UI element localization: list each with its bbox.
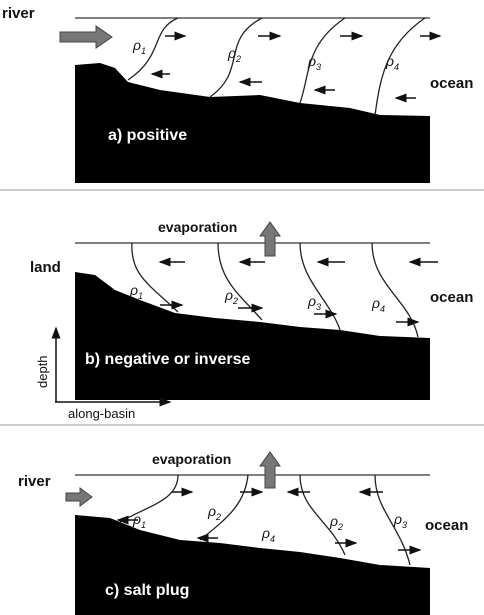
label-part: 4 <box>394 62 399 72</box>
label-part: 4 <box>270 534 275 544</box>
inflow-label: land <box>30 259 61 276</box>
river-arrow <box>60 26 112 48</box>
label-part: 3 <box>316 302 321 312</box>
label-part: ρ <box>307 293 316 309</box>
label-part: ρ <box>371 295 380 311</box>
label-part: 1 <box>138 291 143 301</box>
panel-c: evaporation river c) salt plug ocean ρ1 … <box>18 451 468 615</box>
top-label: evaporation <box>158 219 237 235</box>
density-label: ρ4 <box>385 53 399 72</box>
density-label: ρ2 <box>224 287 238 306</box>
density-label: ρ1 <box>132 37 146 56</box>
isopycnal <box>375 18 425 115</box>
axis-label: along-basin <box>68 406 135 421</box>
seabed <box>75 63 430 183</box>
isopycnal <box>120 475 178 522</box>
label-part: ρ <box>307 53 316 69</box>
evaporation-arrow <box>260 222 280 256</box>
label-part: ρ <box>129 282 138 298</box>
label-part: 2 <box>337 522 343 532</box>
caption: a) positive <box>108 127 187 144</box>
label-part: ρ <box>385 53 394 69</box>
label-part: 3 <box>316 62 321 72</box>
axis-label: depth <box>35 355 50 388</box>
caption: c) salt plug <box>105 582 189 599</box>
label-part: ρ <box>207 503 216 519</box>
river-arrow <box>66 488 92 506</box>
isopycnal <box>372 243 418 337</box>
label-part: ρ <box>227 45 236 61</box>
density-label: ρ1 <box>132 511 146 530</box>
top-label: evaporation <box>152 451 231 467</box>
inflow-label: river <box>2 5 35 22</box>
diagram: river a) positive ocean ρ1 ρ2 ρ3 ρ4 evap… <box>0 0 484 615</box>
panel-a: river a) positive ocean ρ1 ρ2 ρ3 ρ4 <box>2 5 473 183</box>
inflow-label: river <box>18 473 51 490</box>
density-label: ρ3 <box>307 293 321 312</box>
label-part: 2 <box>232 296 238 306</box>
density-label: ρ4 <box>261 525 275 544</box>
label-part: ρ <box>261 525 270 541</box>
label-part: 2 <box>235 54 241 64</box>
panel-b: evaporation land b) negative or inverse … <box>30 219 473 421</box>
label-part: ρ <box>224 287 233 303</box>
label-part: 1 <box>141 46 146 56</box>
caption: b) negative or inverse <box>85 351 250 368</box>
seabed <box>75 515 430 615</box>
isopycnal <box>300 243 340 330</box>
outflow-label: ocean <box>430 75 473 92</box>
seabed <box>75 272 430 400</box>
density-label: ρ4 <box>371 295 385 314</box>
density-label: ρ2 <box>227 45 241 64</box>
outflow-label: ocean <box>430 289 473 306</box>
label-part: ρ <box>329 513 338 529</box>
label-part: 1 <box>141 520 146 530</box>
label-part: 3 <box>402 520 407 530</box>
evaporation-arrow <box>260 452 280 488</box>
label-part: ρ <box>393 511 402 527</box>
label-part: ρ <box>132 511 141 527</box>
label-part: 4 <box>380 304 385 314</box>
density-label: ρ2 <box>329 513 343 532</box>
outflow-label: ocean <box>425 517 468 534</box>
label-part: 2 <box>215 512 221 522</box>
density-label: ρ3 <box>393 511 407 530</box>
label-part: ρ <box>132 37 141 53</box>
density-label: ρ2 <box>207 503 221 522</box>
